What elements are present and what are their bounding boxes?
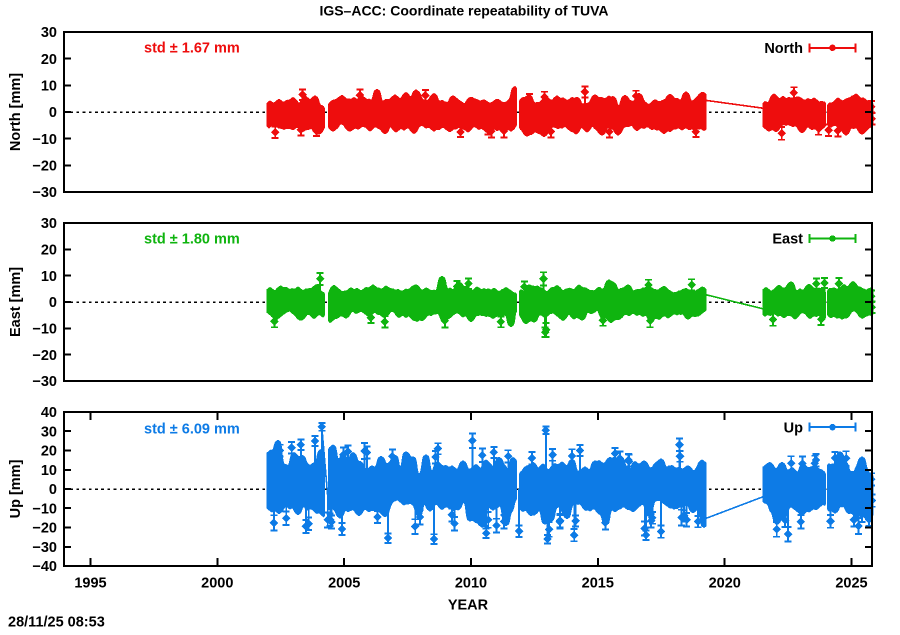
svg-text:2015: 2015: [582, 576, 614, 592]
svg-text:YEAR: YEAR: [448, 598, 489, 614]
svg-text:−20: −20: [32, 159, 57, 175]
svg-text:−10: −10: [32, 132, 57, 148]
svg-text:std ± 6.09 mm: std ± 6.09 mm: [144, 422, 240, 438]
svg-text:−30: −30: [32, 540, 57, 556]
svg-text:−30: −30: [32, 374, 57, 390]
svg-text:Up: Up: [784, 420, 803, 436]
svg-text:2020: 2020: [709, 576, 741, 592]
svg-text:30: 30: [41, 424, 57, 440]
svg-text:10: 10: [41, 79, 57, 95]
svg-text:20: 20: [41, 444, 57, 460]
svg-text:2025: 2025: [835, 576, 867, 592]
svg-text:−10: −10: [32, 502, 57, 518]
svg-text:std ± 1.67 mm: std ± 1.67 mm: [144, 41, 240, 57]
svg-text:North: North: [764, 41, 803, 57]
svg-text:0: 0: [49, 295, 57, 311]
svg-text:2005: 2005: [328, 576, 360, 592]
svg-text:40: 40: [41, 405, 57, 421]
svg-text:East [mm]: East [mm]: [8, 267, 24, 337]
svg-text:20: 20: [41, 52, 57, 68]
svg-text:North [mm]: North [mm]: [8, 73, 24, 151]
svg-text:20: 20: [41, 243, 57, 259]
svg-text:2010: 2010: [455, 576, 487, 592]
svg-text:0: 0: [49, 482, 57, 498]
svg-text:1995: 1995: [74, 576, 106, 592]
svg-text:−20: −20: [32, 348, 57, 364]
svg-text:−30: −30: [32, 185, 57, 201]
svg-text:−20: −20: [32, 521, 57, 537]
svg-text:2000: 2000: [201, 576, 233, 592]
svg-text:28/11/25 08:53: 28/11/25 08:53: [8, 615, 105, 631]
svg-text:10: 10: [41, 269, 57, 285]
svg-text:0: 0: [49, 105, 57, 121]
svg-text:30: 30: [41, 216, 57, 232]
svg-text:−10: −10: [32, 322, 57, 338]
svg-text:Up [mm]: Up [mm]: [8, 459, 24, 518]
svg-text:−40: −40: [32, 559, 57, 575]
svg-text:30: 30: [41, 25, 57, 41]
svg-text:East: East: [772, 232, 803, 248]
svg-text:std ± 1.80 mm: std ± 1.80 mm: [144, 232, 240, 248]
svg-text:IGS–ACC: Coordinate repeatabil: IGS–ACC: Coordinate repeatability of TUV…: [319, 3, 608, 19]
svg-text:10: 10: [41, 463, 57, 479]
